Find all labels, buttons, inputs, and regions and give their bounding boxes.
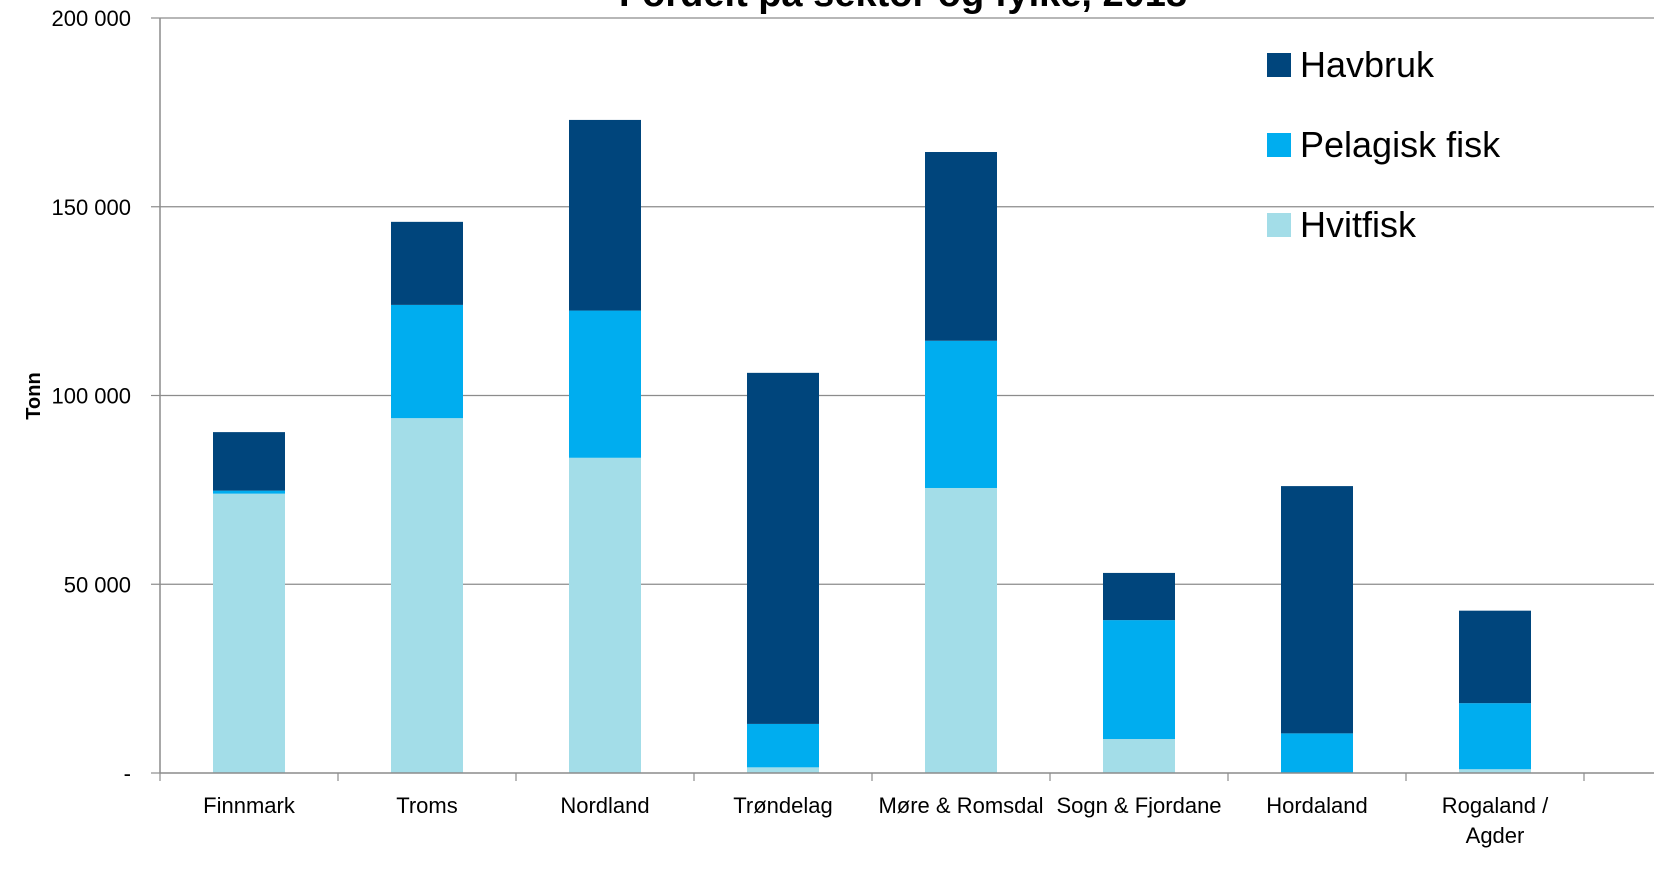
legend-label: Hvitfisk — [1300, 204, 1417, 245]
axes — [159, 18, 1654, 781]
legend-swatch — [1267, 53, 1291, 77]
bars — [213, 119, 1531, 773]
x-tick-label: Rogaland / Agder — [1442, 793, 1549, 848]
x-tick-label: Trøndelag — [733, 793, 832, 818]
bar-segment-pelagisk-fisk — [1459, 703, 1531, 770]
x-tick-label: Hordaland — [1266, 793, 1368, 818]
bar-segment-pelagisk-fisk — [925, 340, 997, 488]
x-tick-label: Finnmark — [203, 793, 296, 818]
legend-label: Pelagisk fisk — [1300, 124, 1501, 165]
bar-segment-havbruk — [569, 119, 641, 311]
x-tick-label-line: Nordland — [560, 793, 649, 818]
x-tick-labels: Finnmark Troms Nordland Trøndelag Møre & Rom… — [203, 793, 1549, 848]
x-tick-label-line: Trøndelag — [733, 793, 832, 818]
bar-segment-hvitfisk — [391, 418, 463, 773]
x-tick-label-line: Rogaland / — [1442, 793, 1549, 818]
bar-segment-hvitfisk — [747, 767, 819, 773]
bar-segment-pelagisk-fisk — [391, 304, 463, 419]
y-tick-label: 150 000 — [51, 195, 131, 220]
bar-segment-havbruk — [1103, 572, 1175, 621]
legend: Havbruk Pelagisk fisk Hvitfisk — [1267, 44, 1501, 245]
bar-segment-hvitfisk — [1103, 739, 1175, 773]
bar-segment-pelagisk-fisk — [213, 490, 285, 494]
x-tick-label-line: Finnmark — [203, 793, 296, 818]
y-tick-label: 200 000 — [51, 6, 131, 31]
legend-label: Havbruk — [1300, 44, 1435, 85]
bar-segment-pelagisk-fisk — [1103, 620, 1175, 740]
y-tick-labels: - 50 000 100 000 150 000 200 000 — [51, 6, 131, 786]
x-tick-label-line: Hordaland — [1266, 793, 1368, 818]
bar-segment-havbruk — [1281, 486, 1353, 734]
bar-segment-hvitfisk — [213, 493, 285, 773]
x-tick-label-line: Agder — [1466, 823, 1525, 848]
legend-swatch — [1267, 133, 1291, 157]
bar-segment-havbruk — [747, 372, 819, 724]
x-tick-label-line: Sogn & Fjordane — [1056, 793, 1221, 818]
x-tick-label: Nordland — [560, 793, 649, 818]
y-tick-label: 100 000 — [51, 384, 131, 409]
legend-swatch — [1267, 213, 1291, 237]
x-tick-label-line: Troms — [396, 793, 458, 818]
bar-segment-pelagisk-fisk — [1281, 733, 1353, 773]
bar-segment-hvitfisk — [1459, 769, 1531, 773]
chart-title: Fordelt på sektor og fylke, 2018 — [619, 0, 1187, 15]
x-tick-label: Sogn & Fjordane — [1056, 793, 1221, 818]
bar-segment-pelagisk-fisk — [569, 310, 641, 458]
x-tick-label-line: Møre & Romsdal — [878, 793, 1043, 818]
bar-segment-havbruk — [391, 221, 463, 305]
bar-segment-hvitfisk — [569, 457, 641, 773]
x-tick-label: Troms — [396, 793, 458, 818]
y-tick-label: 50 000 — [64, 572, 131, 597]
bar-segment-hvitfisk — [925, 487, 997, 773]
bar-segment-havbruk — [213, 432, 285, 491]
bar-segment-havbruk — [1459, 610, 1531, 704]
bar-segment-havbruk — [925, 152, 997, 341]
y-axis-label: Tonn — [23, 372, 45, 419]
x-tick-label: Møre & Romsdal — [878, 793, 1043, 818]
y-tick-label: - — [124, 761, 131, 786]
bar-segment-pelagisk-fisk — [747, 723, 819, 768]
